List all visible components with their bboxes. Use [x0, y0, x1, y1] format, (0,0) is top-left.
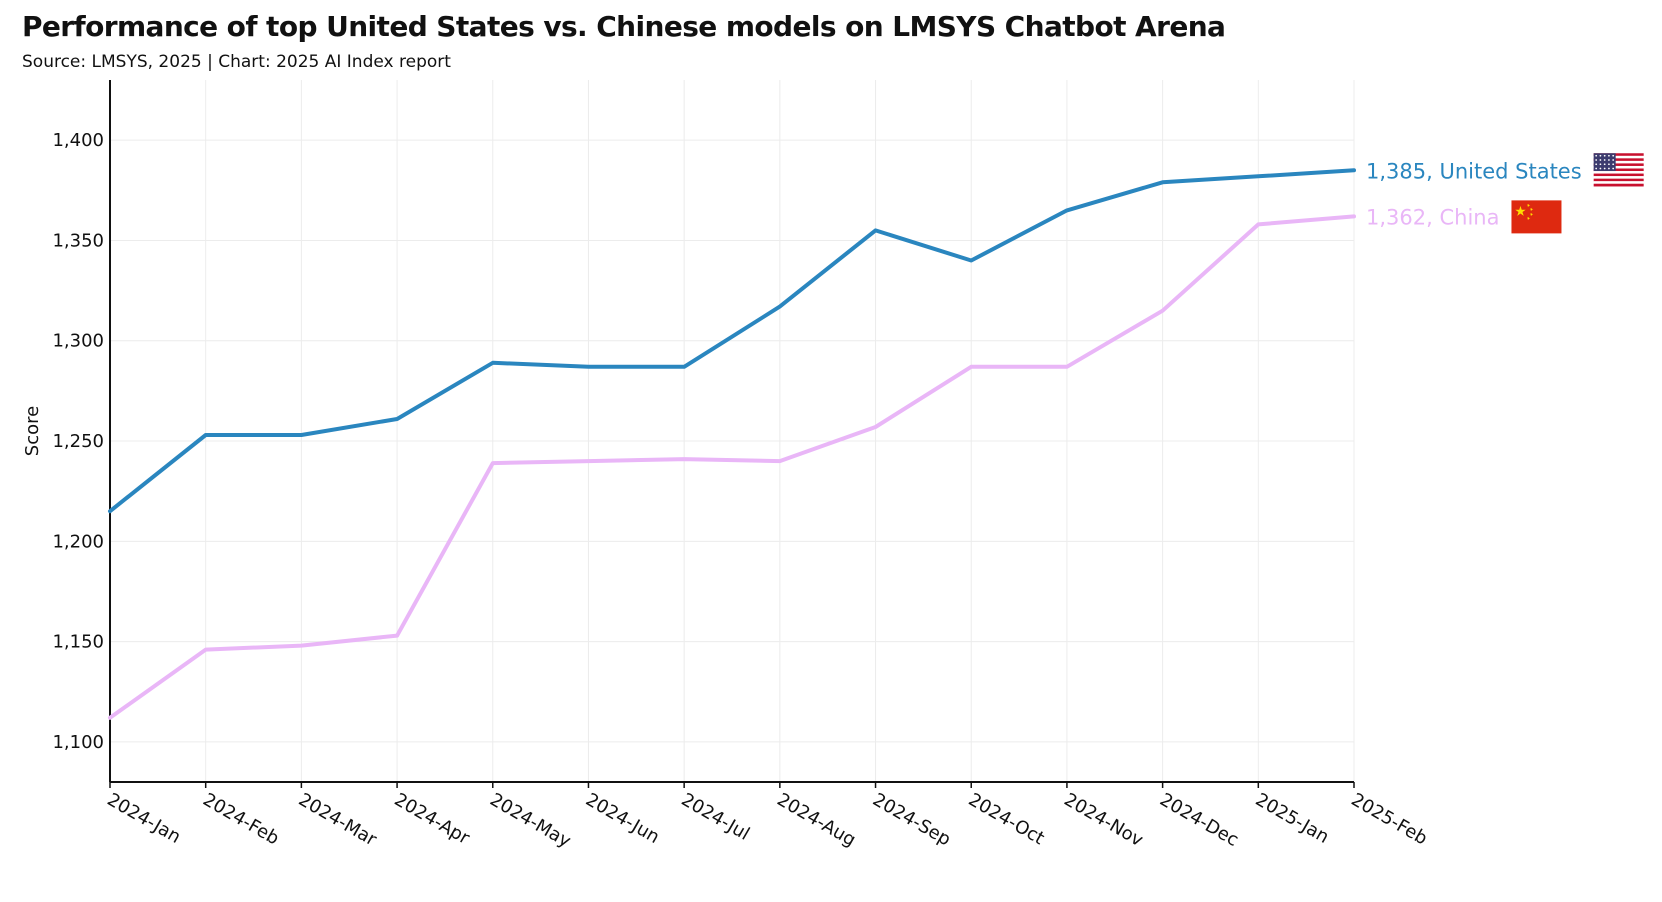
- x-tick-label: 2024-Feb: [199, 789, 282, 849]
- y-tick-label: 1,100: [52, 732, 104, 753]
- flag-star: [1599, 154, 1602, 157]
- flag-stripe: [1593, 173, 1644, 177]
- x-tick-label: 2024-Jul: [678, 789, 753, 845]
- chart-subtitle: Source: LMSYS, 2025 | Chart: 2025 AI Ind…: [22, 52, 451, 72]
- flag-stripe: [1593, 168, 1644, 172]
- flag-stripe: [1593, 155, 1644, 159]
- flag-star: [1612, 167, 1615, 170]
- flag-stripe: [1593, 171, 1644, 174]
- series-end-labels: 1,385, United States 1,362, China: [1366, 153, 1644, 234]
- x-tick-label: 2024-Mar: [295, 789, 381, 851]
- flag-star: [1515, 205, 1526, 216]
- x-tick-label: 2024-Jan: [104, 789, 185, 848]
- x-tick-label: 2024-Jun: [582, 789, 663, 848]
- series-line-china: [108, 214, 1356, 720]
- x-tick-label: 2024-Oct: [965, 789, 1048, 849]
- flag-star: [1608, 167, 1610, 170]
- data-series: [108, 168, 1356, 720]
- flag-star: [1595, 163, 1598, 166]
- x-tick-label: 2024-Sep: [869, 789, 954, 850]
- flag-star: [1599, 167, 1602, 170]
- flag-star: [1608, 159, 1610, 161]
- chart-axes: [109, 80, 1354, 783]
- flag-star: [1526, 216, 1531, 221]
- flag-stripe: [1593, 165, 1644, 169]
- flag-star: [1529, 212, 1534, 217]
- flag-star: [1526, 203, 1531, 208]
- flag-star: [1612, 163, 1615, 166]
- y-axis-ticks: 1,100 1,150 1,200 1,250 1,300 1,350 1,400: [52, 130, 104, 753]
- flag-stripe: [1593, 153, 1644, 156]
- flag-star: [1595, 154, 1598, 157]
- y-tick-label: 1,400: [52, 130, 104, 151]
- end-label-united-states: 1,385, United States: [1366, 159, 1582, 183]
- flag-stripe: [1593, 183, 1644, 187]
- flag-stripe: [1593, 181, 1644, 184]
- flag-star: [1599, 159, 1602, 161]
- flag-stripe: [1593, 176, 1644, 179]
- chart-title: Performance of top United States vs. Chi…: [22, 10, 1226, 43]
- x-tick-label: 2024-Dec: [1156, 789, 1242, 851]
- x-tick-label: 2024-May: [486, 789, 574, 852]
- us-flag-icon: [1593, 153, 1644, 187]
- x-axis-ticks: 2024-Jan 2024-Feb 2024-Mar 2024-Apr 2024-May…: [104, 782, 1431, 852]
- x-tick-label: 2024-Nov: [1060, 789, 1147, 851]
- y-tick-label: 1,250: [52, 431, 104, 452]
- series-line-united-states: [108, 168, 1356, 514]
- flag-star: [1603, 159, 1606, 161]
- x-tick-label: 2024-Apr: [391, 789, 474, 849]
- flag-star: [1608, 154, 1610, 157]
- flag-star: [1603, 154, 1606, 157]
- y-tick-label: 1,300: [52, 331, 104, 352]
- flag-stripe: [1593, 163, 1644, 167]
- flag-canton: [1593, 153, 1616, 172]
- flag-field: [1511, 200, 1562, 234]
- china-flag-icon: [1511, 200, 1562, 234]
- flag-stripe: [1593, 158, 1644, 162]
- flag-star: [1603, 163, 1606, 166]
- flag-stripe: [1593, 178, 1644, 182]
- flag-star: [1529, 207, 1534, 212]
- flag-star: [1595, 159, 1598, 161]
- flag-star: [1612, 159, 1615, 161]
- flag-star: [1603, 167, 1606, 170]
- x-tick-label: 2025-Feb: [1348, 789, 1431, 849]
- y-axis-label: Score: [22, 406, 43, 456]
- y-tick-label: 1,150: [52, 632, 104, 653]
- y-tick-label: 1,350: [52, 230, 104, 251]
- flag-star: [1608, 163, 1610, 166]
- grid-lines: [110, 80, 1355, 782]
- end-label-china: 1,362, China: [1366, 205, 1499, 229]
- y-tick-label: 1,200: [52, 531, 104, 552]
- flag-star: [1612, 154, 1615, 157]
- flag-star: [1595, 167, 1598, 170]
- x-tick-label: 2025-Jan: [1252, 789, 1333, 848]
- x-tick-label: 2024-Aug: [773, 789, 859, 851]
- flag-star: [1599, 163, 1602, 166]
- flag-stripe: [1593, 160, 1644, 164]
